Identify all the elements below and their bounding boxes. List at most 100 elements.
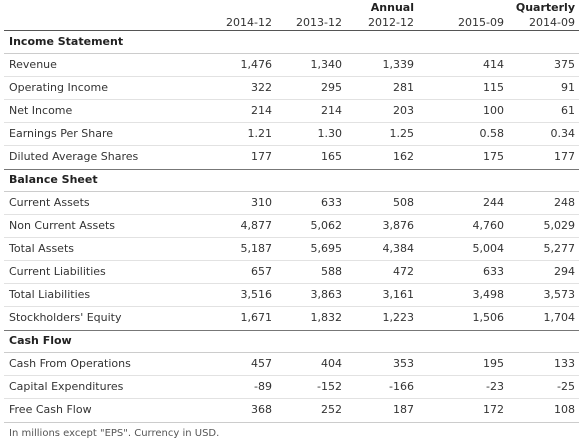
section-title: Balance Sheet (9, 173, 98, 186)
cell-value: 175 (483, 150, 504, 163)
section-title: Income Statement (9, 35, 124, 48)
row-divider (4, 237, 579, 238)
cell-value: 5,004 (472, 242, 505, 255)
cell-value: 281 (393, 81, 414, 94)
cell-value: 248 (554, 196, 575, 209)
row-label: Cash From Operations (9, 357, 131, 370)
cell-value: -25 (557, 380, 575, 393)
cell-value: 294 (554, 265, 575, 278)
cell-value: 4,384 (382, 242, 415, 255)
cell-value: 0.34 (550, 127, 576, 140)
row-divider (4, 122, 579, 123)
cell-value: 322 (251, 81, 272, 94)
row-divider (4, 260, 579, 261)
column-header: 2014-12 (226, 16, 272, 29)
cell-value: 177 (251, 150, 272, 163)
cell-value: 252 (321, 403, 342, 416)
cell-value: 457 (251, 357, 272, 370)
row-divider (4, 99, 579, 100)
cell-value: 3,573 (543, 288, 576, 301)
cell-value: 3,876 (382, 219, 415, 232)
column-header: 2013-12 (296, 16, 342, 29)
cell-value: 1,704 (543, 311, 576, 324)
row-label: Diluted Average Shares (9, 150, 139, 163)
row-divider (4, 306, 579, 307)
cell-value: 353 (393, 357, 414, 370)
cell-value: 657 (251, 265, 272, 278)
row-divider (4, 191, 579, 192)
cell-value: 633 (483, 265, 504, 278)
cell-value: 187 (393, 403, 414, 416)
cell-value: -166 (389, 380, 414, 393)
row-label: Capital Expenditures (9, 380, 124, 393)
cell-value: 5,187 (240, 242, 273, 255)
cell-value: 414 (483, 58, 504, 71)
footnote: In millions except "EPS". Currency in US… (9, 428, 220, 439)
cell-value: 133 (554, 357, 575, 370)
cell-value: 1,671 (240, 311, 273, 324)
cell-value: 5,277 (543, 242, 576, 255)
cell-value: 4,877 (240, 219, 273, 232)
cell-value: 368 (251, 403, 272, 416)
cell-value: 5,029 (543, 219, 576, 232)
row-divider (4, 422, 579, 423)
cell-value: 472 (393, 265, 414, 278)
row-label: Current Assets (9, 196, 90, 209)
cell-value: 108 (554, 403, 575, 416)
cell-value: 508 (393, 196, 414, 209)
cell-value: 633 (321, 196, 342, 209)
row-divider (4, 330, 579, 331)
cell-value: 295 (321, 81, 342, 94)
cell-value: 100 (483, 104, 504, 117)
cell-value: 203 (393, 104, 414, 117)
row-divider (4, 352, 579, 353)
row-label: Current Liabilities (9, 265, 106, 278)
cell-value: 214 (321, 104, 342, 117)
cell-value: -152 (317, 380, 342, 393)
row-divider (4, 375, 579, 376)
cell-value: 1,340 (310, 58, 343, 71)
section-title: Cash Flow (9, 334, 72, 347)
cell-value: 1,476 (240, 58, 273, 71)
row-divider (4, 145, 579, 146)
cell-value: 404 (321, 357, 342, 370)
row-divider (4, 214, 579, 215)
row-label: Free Cash Flow (9, 403, 92, 416)
row-divider (4, 30, 579, 31)
row-label: Earnings Per Share (9, 127, 114, 140)
cell-value: 0.58 (479, 127, 505, 140)
cell-value: 1,506 (472, 311, 505, 324)
cell-value: 61 (561, 104, 575, 117)
cell-value: 3,516 (240, 288, 273, 301)
cell-value: 172 (483, 403, 504, 416)
row-divider (4, 398, 579, 399)
cell-value: 5,062 (310, 219, 343, 232)
cell-value: 1,339 (382, 58, 415, 71)
column-header: 2014-09 (529, 16, 575, 29)
cell-value: 1.21 (247, 127, 273, 140)
cell-value: 5,695 (310, 242, 343, 255)
cell-value: 165 (321, 150, 342, 163)
cell-value: 3,863 (310, 288, 343, 301)
cell-value: -89 (254, 380, 272, 393)
cell-value: 3,498 (472, 288, 505, 301)
group-header: Quarterly (515, 1, 575, 14)
column-header: 2015-09 (458, 16, 504, 29)
cell-value: -23 (486, 380, 504, 393)
group-header: Annual (370, 1, 414, 14)
cell-value: 91 (561, 81, 575, 94)
cell-value: 177 (554, 150, 575, 163)
cell-value: 375 (554, 58, 575, 71)
cell-value: 195 (483, 357, 504, 370)
cell-value: 1.30 (317, 127, 343, 140)
column-header: 2012-12 (368, 16, 414, 29)
row-divider (4, 76, 579, 77)
cell-value: 244 (483, 196, 504, 209)
cell-value: 115 (483, 81, 504, 94)
row-divider (4, 169, 579, 170)
cell-value: 1,832 (310, 311, 343, 324)
row-divider (4, 53, 579, 54)
cell-value: 162 (393, 150, 414, 163)
row-label: Total Assets (9, 242, 74, 255)
